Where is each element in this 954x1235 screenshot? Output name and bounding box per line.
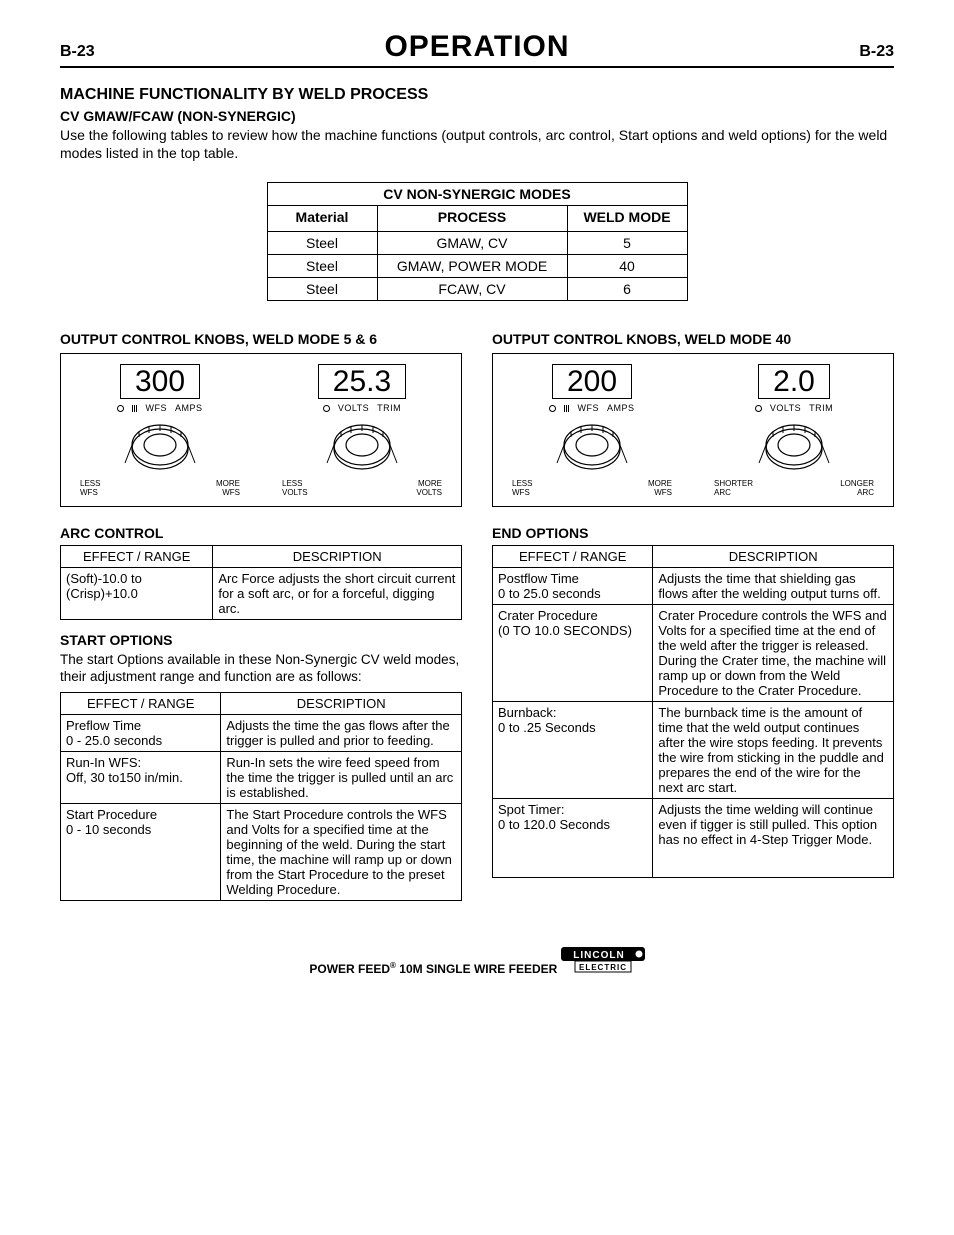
knob-display: 25.3 (318, 364, 406, 399)
end-options-table: EFFECT / RANGE DESCRIPTION Postflow Time… (492, 545, 894, 878)
knob-label-row: WFS AMPS (80, 403, 240, 413)
led-icon (323, 405, 330, 412)
right-column: OUTPUT CONTROL KNOBS, WELD MODE 40 200 W… (492, 331, 894, 912)
left-column: OUTPUT CONTROL KNOBS, WELD MODE 5 & 6 30… (60, 331, 462, 912)
knob-unit-wfs: 200 WFS AMPS LES (512, 364, 672, 498)
start-options-table: EFFECT / RANGE DESCRIPTION Preflow Time … (60, 692, 462, 901)
knob-display: 200 (552, 364, 632, 399)
page-header: B-23 OPERATION B-23 (60, 30, 894, 68)
led-icon (549, 405, 556, 412)
modes-table-wrap: CV NON-SYNERGIC MODES Material PROCESS W… (60, 182, 894, 301)
knob-label-row: VOLTS TRIM (282, 403, 442, 413)
page-title: OPERATION (140, 30, 814, 64)
footer-product-a: POWER FEED (309, 962, 390, 976)
table-row: Steel FCAW, CV 6 (267, 278, 687, 301)
section-heading: MACHINE FUNCTIONALITY BY WELD PROCESS (60, 86, 894, 104)
left-knobs-title: OUTPUT CONTROL KNOBS, WELD MODE 5 & 6 (60, 331, 462, 347)
table-row: Start Procedure 0 - 10 seconds The Start… (61, 803, 462, 900)
footer-product-b: 10M SINGLE WIRE FEEDER (396, 962, 557, 976)
start-options-heading: START OPTIONS (60, 632, 462, 648)
knob-under-labels: SHORTER ARC LONGER ARC (714, 480, 874, 498)
knob-unit-wfs: 300 WFS AMPS LES (80, 364, 240, 498)
table-row: Postflow Time 0 to 25.0 seconds Adjusts … (493, 567, 894, 604)
intro-text: Use the following tables to review how t… (60, 126, 894, 162)
knob-label-row: VOLTS TRIM (714, 403, 874, 413)
knob-icon (321, 419, 403, 475)
table-row: Steel GMAW, CV 5 (267, 232, 687, 255)
bars-icon (564, 405, 569, 412)
table-row: Steel GMAW, POWER MODE 40 (267, 255, 687, 278)
two-column-layout: OUTPUT CONTROL KNOBS, WELD MODE 5 & 6 30… (60, 331, 894, 912)
table-row: Crater Procedure (0 TO 10.0 SECONDS) Cra… (493, 604, 894, 701)
knob-under-labels: LESS WFS MORE WFS (512, 480, 672, 498)
knob-label-row: WFS AMPS (512, 403, 672, 413)
svg-text:ELECTRIC: ELECTRIC (579, 963, 627, 972)
table-row: Preflow Time 0 - 25.0 seconds Adjusts th… (61, 714, 462, 751)
arc-control-heading: ARC CONTROL (60, 525, 462, 541)
knob-icon (119, 419, 201, 475)
modes-th-material: Material (267, 206, 377, 232)
knob-unit-trim: 2.0 VOLTS TRIM SHORTER ARC (714, 364, 874, 498)
subsection-heading: CV GMAW/FCAW (NON-SYNERGIC) (60, 108, 894, 124)
modes-th-mode: WELD MODE (567, 206, 687, 232)
knob-under-labels: LESS VOLTS MORE VOLTS (282, 480, 442, 498)
modes-th-process: PROCESS (377, 206, 567, 232)
table-row: (Soft)-10.0 to (Crisp)+10.0 Arc Force ad… (61, 567, 462, 619)
knob-display: 300 (120, 364, 200, 399)
page-number-left: B-23 (60, 43, 140, 61)
led-icon (117, 405, 124, 412)
bars-icon (132, 405, 137, 412)
left-knob-panel: 300 WFS AMPS LES (60, 353, 462, 507)
knob-icon (753, 419, 835, 475)
table-row: Burnback: 0 to .25 Seconds The burnback … (493, 701, 894, 798)
svg-text:LINCOLN: LINCOLN (573, 950, 624, 961)
table-row: Spot Timer: 0 to 120.0 Seconds Adjusts t… (493, 798, 894, 877)
page-number-right: B-23 (814, 43, 894, 61)
modes-table-title: CV NON-SYNERGIC MODES (267, 183, 687, 206)
right-knob-panel: 200 WFS AMPS LES (492, 353, 894, 507)
lincoln-logo: LINCOLN ELECTRIC (561, 947, 645, 976)
knob-icon (551, 419, 633, 475)
start-options-para: The start Options available in these Non… (60, 652, 462, 686)
led-icon (755, 405, 762, 412)
page-footer: POWER FEED® 10M SINGLE WIRE FEEDER LINCO… (60, 943, 894, 976)
right-knobs-title: OUTPUT CONTROL KNOBS, WELD MODE 40 (492, 331, 894, 347)
table-row: Run-In WFS: Off, 30 to150 in/min. Run-In… (61, 751, 462, 803)
knob-display: 2.0 (758, 364, 830, 399)
modes-table: CV NON-SYNERGIC MODES Material PROCESS W… (267, 182, 688, 301)
knob-under-labels: LESS WFS MORE WFS (80, 480, 240, 498)
end-options-heading: END OPTIONS (492, 525, 894, 541)
knob-unit-volts: 25.3 VOLTS TRIM LESS VOLTS (282, 364, 442, 498)
arc-control-table: EFFECT / RANGE DESCRIPTION (Soft)-10.0 t… (60, 545, 462, 620)
